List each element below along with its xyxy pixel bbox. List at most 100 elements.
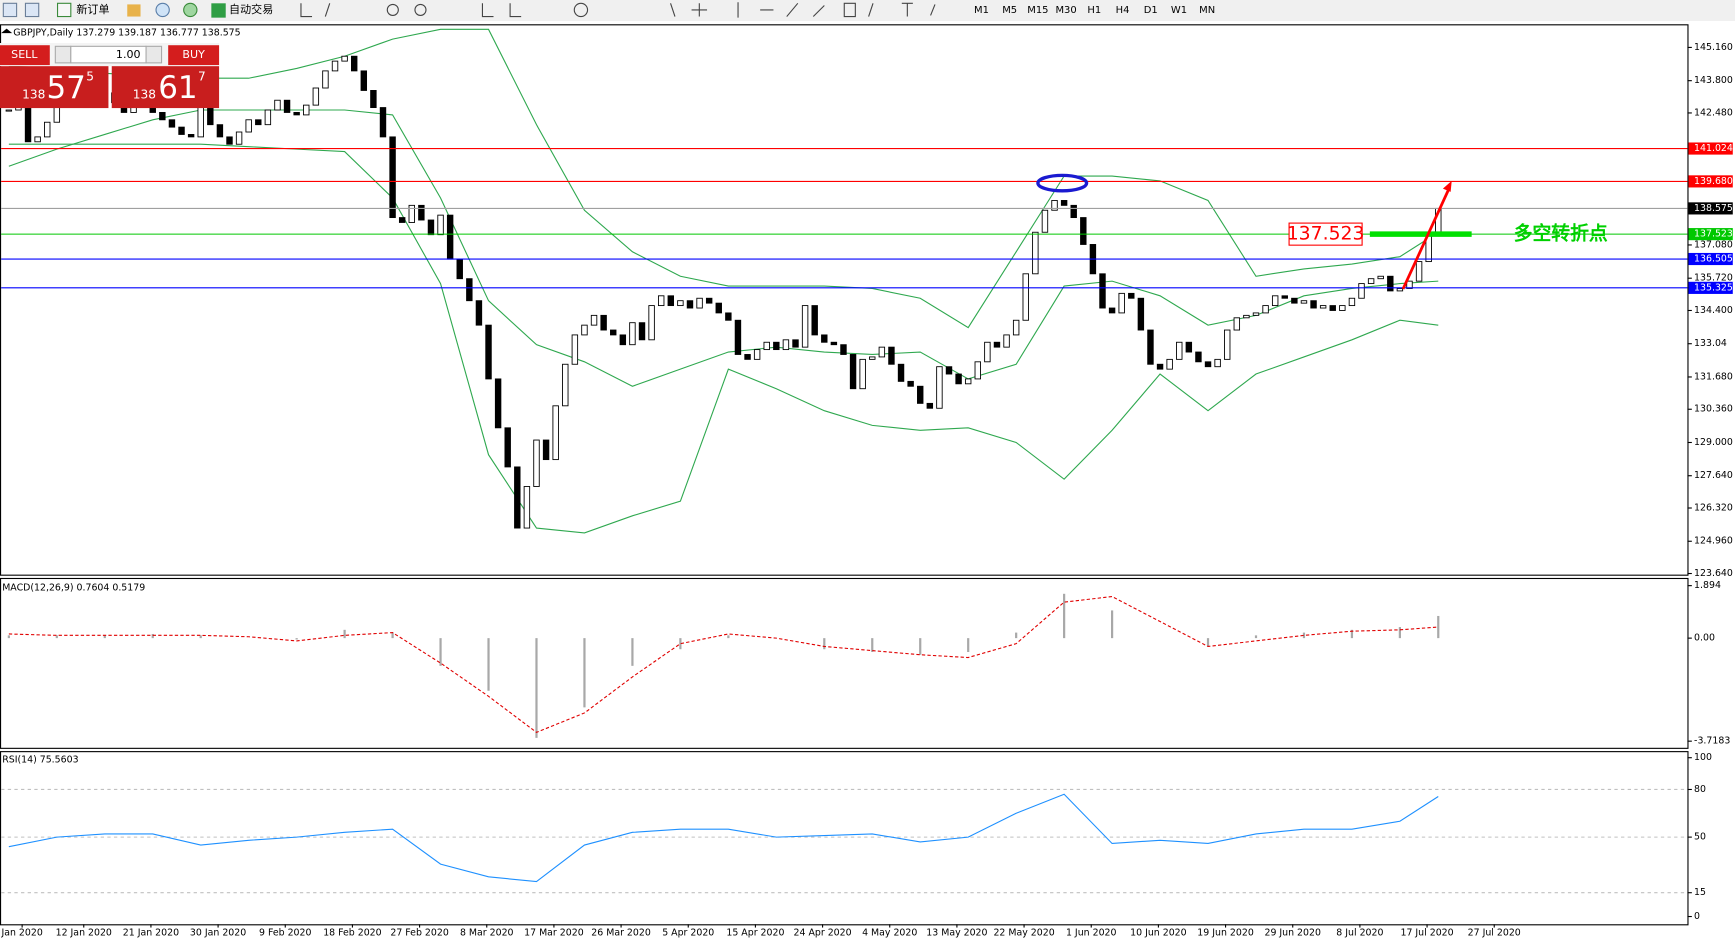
timeframe-button[interactable]: M1 bbox=[974, 5, 989, 16]
candle bbox=[753, 349, 761, 360]
toolbar-icons bbox=[300, 2, 936, 18]
y-tick-label: 123.640 bbox=[1694, 568, 1733, 579]
candle bbox=[869, 356, 876, 360]
annotation-box bbox=[1288, 222, 1363, 246]
candle bbox=[187, 134, 195, 138]
candle bbox=[360, 70, 368, 91]
icon[interactable] bbox=[211, 3, 226, 18]
timeframe-button[interactable]: H1 bbox=[1087, 5, 1101, 16]
sell-price-box[interactable] bbox=[0, 66, 109, 109]
y-tick-label: 135.720 bbox=[1694, 273, 1733, 284]
timeframe-button[interactable]: W1 bbox=[1171, 5, 1187, 16]
icon[interactable] bbox=[127, 4, 141, 17]
x-tick-label: 5 Apr 2020 bbox=[662, 928, 714, 939]
sell-price-big[interactable]: 138 bbox=[22, 87, 45, 101]
x-tick-label: 17 Jul 2020 bbox=[1400, 928, 1453, 939]
price-label: 141.024 bbox=[1694, 143, 1733, 154]
candle bbox=[1281, 295, 1288, 299]
lot-down[interactable] bbox=[54, 45, 72, 64]
y-tick-label: 131.680 bbox=[1694, 371, 1733, 382]
icon[interactable] bbox=[24, 2, 40, 18]
timeframe-button[interactable]: D1 bbox=[1144, 5, 1158, 16]
price-label-bg bbox=[1688, 175, 1733, 188]
candle bbox=[523, 486, 531, 529]
candle bbox=[446, 214, 454, 260]
buy-price-main[interactable]: 61 bbox=[158, 70, 197, 106]
candle bbox=[408, 204, 415, 223]
timeframe-button[interactable]: MN bbox=[1199, 5, 1215, 16]
x-tick-label: 27 Feb 2020 bbox=[390, 928, 448, 939]
candle bbox=[964, 378, 972, 385]
trend-arrow bbox=[1401, 186, 1451, 290]
candle bbox=[1300, 300, 1308, 304]
icon[interactable] bbox=[155, 2, 170, 18]
buy-price-box[interactable] bbox=[111, 66, 220, 109]
y-tick-label: 134.400 bbox=[1694, 305, 1733, 316]
icon[interactable] bbox=[2, 2, 18, 18]
candle bbox=[1396, 288, 1404, 292]
candle bbox=[178, 126, 185, 135]
y-tick-label: 145.160 bbox=[1694, 42, 1733, 53]
icon[interactable] bbox=[183, 2, 198, 18]
price-label-bg bbox=[1688, 252, 1733, 266]
candle bbox=[1012, 319, 1020, 336]
x-tick-label: 22 May 2020 bbox=[993, 928, 1054, 939]
x-tick-label: 8 Jul 2020 bbox=[1336, 928, 1383, 939]
auto-trading[interactable]: 自动交易 bbox=[229, 2, 273, 16]
candle bbox=[197, 104, 204, 138]
sell-price-main[interactable]: 57 bbox=[46, 70, 85, 106]
candle bbox=[264, 109, 272, 126]
candle bbox=[657, 295, 665, 307]
sell-label[interactable]: SELL bbox=[11, 48, 38, 61]
candle bbox=[1348, 297, 1356, 307]
candle bbox=[533, 439, 540, 487]
new-order[interactable]: 新订单 bbox=[76, 2, 109, 16]
price-label: 136.505 bbox=[1694, 254, 1733, 265]
icon[interactable] bbox=[56, 2, 72, 18]
sell-button[interactable] bbox=[0, 45, 50, 66]
price-label-bg bbox=[1688, 202, 1733, 215]
timeframe-button[interactable]: M30 bbox=[1055, 5, 1076, 16]
candle bbox=[792, 339, 799, 348]
lot-value[interactable]: 1.00 bbox=[116, 48, 141, 61]
candle bbox=[1041, 209, 1049, 233]
candle bbox=[44, 121, 51, 138]
candle bbox=[1195, 351, 1202, 363]
buy-label[interactable]: BUY bbox=[182, 48, 205, 61]
candle bbox=[418, 204, 425, 221]
candle bbox=[696, 297, 703, 309]
x-tick-label: 27 Jul 2020 bbox=[1468, 928, 1521, 939]
candle bbox=[1233, 317, 1241, 331]
x-tick-label: 8 Mar 2020 bbox=[460, 928, 514, 939]
lot-up[interactable] bbox=[145, 45, 163, 64]
candle bbox=[734, 319, 742, 355]
timeframe-button[interactable]: H4 bbox=[1116, 5, 1130, 16]
candle bbox=[1032, 231, 1039, 275]
sell-price-sup[interactable]: 5 bbox=[86, 70, 94, 84]
y-tick-label: 100 bbox=[1694, 752, 1712, 763]
bollinger-upper bbox=[8, 28, 1439, 329]
candle bbox=[1156, 363, 1164, 370]
candle bbox=[926, 402, 934, 409]
buy-price-sup[interactable]: 7 bbox=[198, 70, 206, 84]
timeframe-button[interactable]: M5 bbox=[1002, 5, 1017, 16]
candle bbox=[351, 55, 358, 72]
candle bbox=[1070, 204, 1077, 219]
candle bbox=[389, 136, 396, 219]
y-tick-label: 129.000 bbox=[1694, 437, 1733, 448]
candle bbox=[1377, 275, 1384, 280]
candle bbox=[907, 380, 914, 387]
buy-button[interactable] bbox=[168, 45, 220, 66]
price-label: 138.575 bbox=[1694, 203, 1733, 214]
candle bbox=[1108, 307, 1116, 314]
collapse-icon[interactable] bbox=[1, 28, 13, 34]
candle bbox=[1387, 275, 1394, 292]
candle bbox=[1204, 361, 1212, 368]
rsi-pane bbox=[0, 751, 1689, 926]
timeframe-button[interactable]: M15 bbox=[1027, 5, 1048, 16]
candle bbox=[811, 305, 818, 336]
buy-price-big[interactable]: 138 bbox=[133, 87, 156, 101]
x-tick-label: 12 Jan 2020 bbox=[56, 928, 112, 939]
candle bbox=[130, 107, 137, 113]
x-tick-label: 24 Apr 2020 bbox=[794, 928, 852, 939]
